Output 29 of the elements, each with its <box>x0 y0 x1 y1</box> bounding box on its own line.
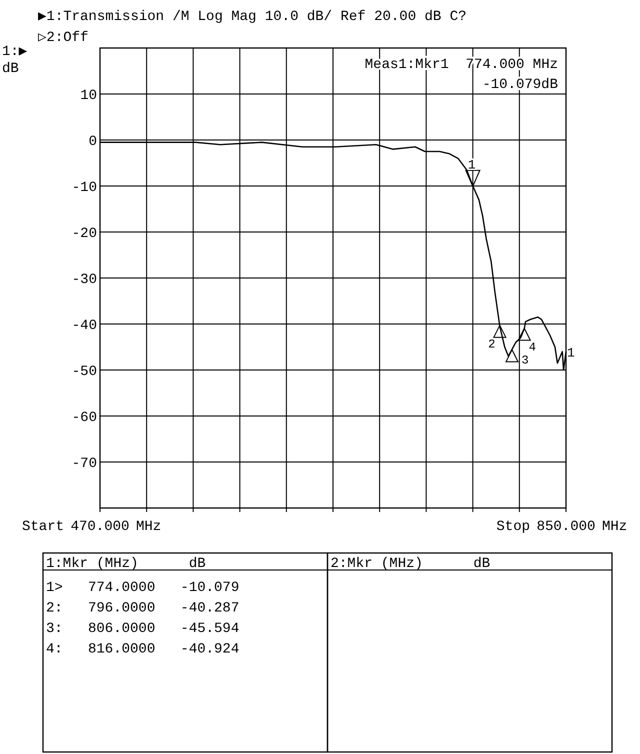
chart-title: ▶1:Transmission /M Log Mag 10.0 dB/ Ref 20.00 dB C? <box>38 9 466 25</box>
y-tick-label: -50 <box>72 364 97 380</box>
y-tick-label: 10 <box>80 88 97 104</box>
text: 1:Mkr (MHz) dB <box>46 556 206 572</box>
text: MHz <box>136 519 162 535</box>
y-tick-label: -30 <box>72 272 97 288</box>
y-tick-label: -20 <box>72 226 97 242</box>
annotation: 4 <box>528 340 536 354</box>
y-tick-label: -10 <box>72 180 97 196</box>
annotation: 1 <box>567 346 575 361</box>
y-tick-label: -40 <box>72 318 97 334</box>
text: 1:▶ <box>2 44 28 60</box>
text: Start <box>22 519 64 535</box>
text: Stop <box>496 519 530 535</box>
y-tick-label: -70 <box>72 456 97 472</box>
annotation: 3 <box>521 354 529 368</box>
text: 3: 806.0000 -45.594 <box>46 621 240 637</box>
text: 2:Mkr (MHz) dB <box>330 556 490 572</box>
text: MHz <box>602 519 628 535</box>
text: 2: 796.0000 -40.287 <box>46 600 240 616</box>
x-tick-label: 850.000 <box>536 519 596 535</box>
y-axis-title: dB <box>2 61 19 77</box>
chart-subtitle: ▷2:Off <box>38 30 88 46</box>
text: 1> 774.0000 -10.079 <box>46 580 240 596</box>
y-tick-label: 0 <box>88 134 97 150</box>
x-tick-label: 470.000 <box>70 519 130 535</box>
annotation: 2 <box>488 337 496 352</box>
text: 4: 816.0000 -40.924 <box>46 642 240 658</box>
y-tick-label: -60 <box>72 410 97 426</box>
